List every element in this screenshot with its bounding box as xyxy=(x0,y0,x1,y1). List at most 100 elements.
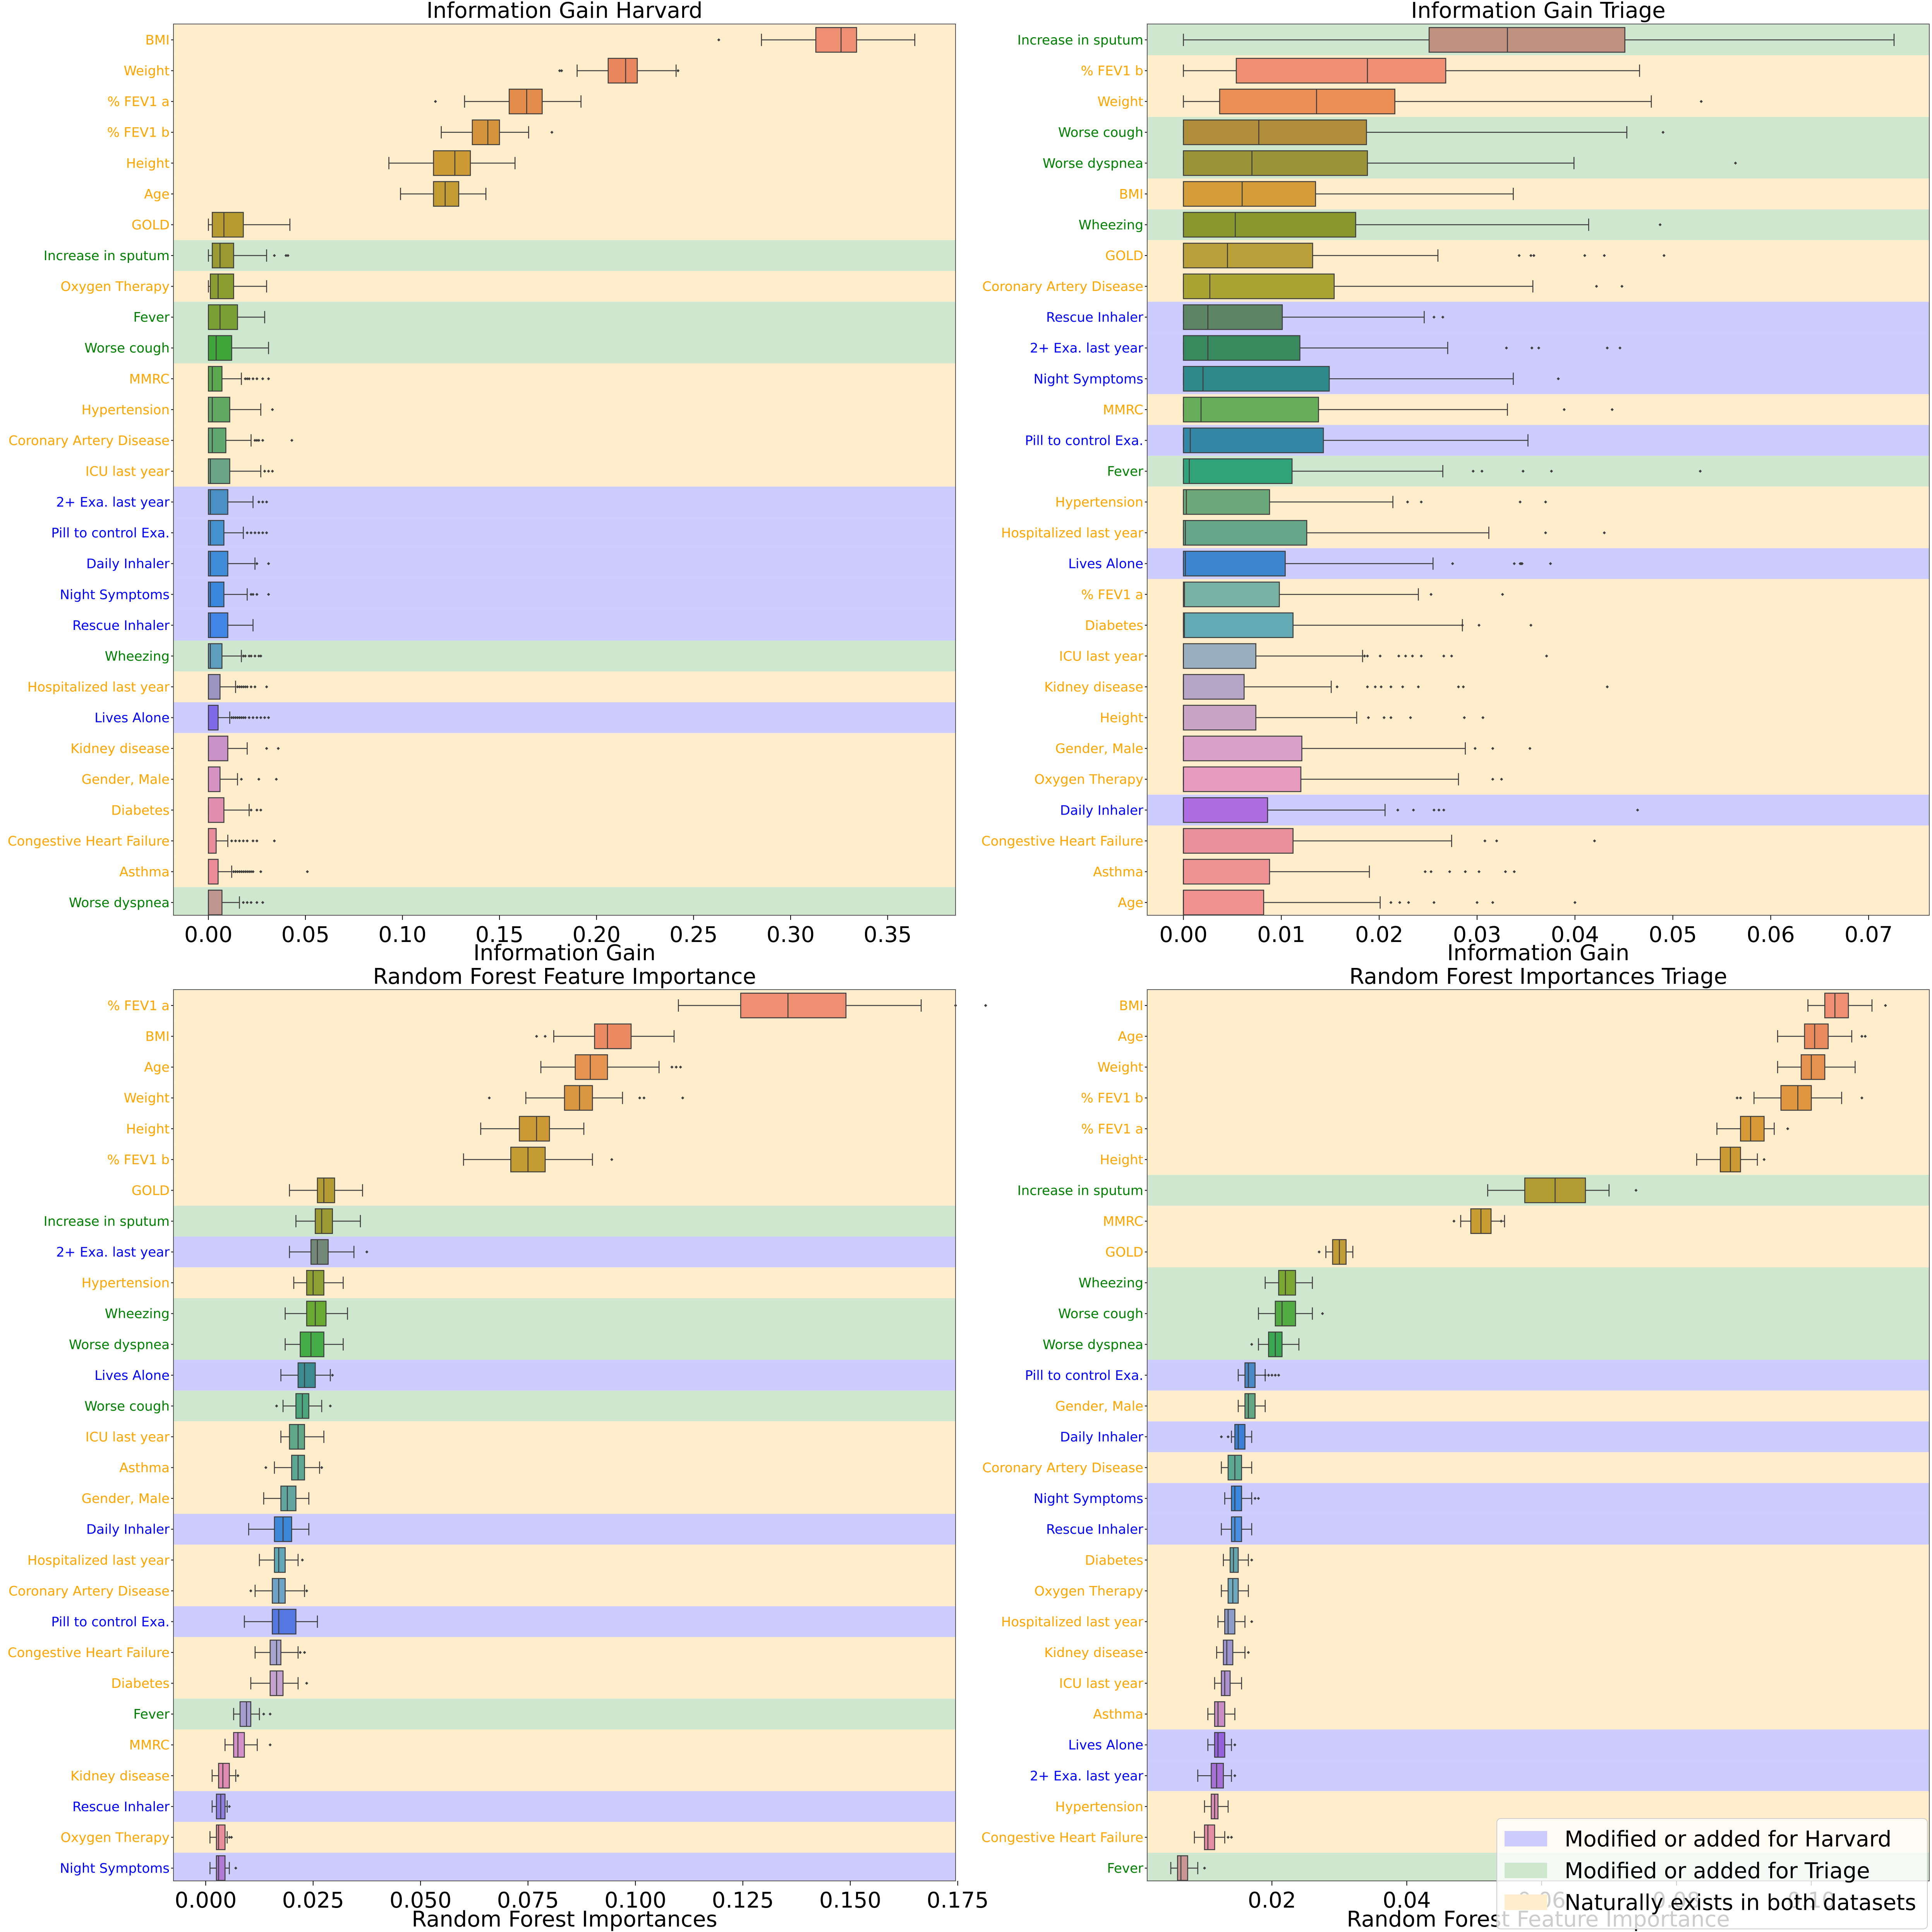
category-band xyxy=(173,794,956,826)
outlier-point xyxy=(558,69,561,72)
outlier-point xyxy=(240,870,243,873)
box xyxy=(1183,520,1307,546)
chart-panel-4: BMI Age Weight % FEV1 b % FEV1 a Height Increa… xyxy=(981,964,1930,1932)
box xyxy=(208,304,238,330)
outlier-point xyxy=(251,377,255,381)
box xyxy=(208,736,228,762)
outlier-point xyxy=(234,716,237,719)
box xyxy=(208,766,221,792)
category-band xyxy=(173,887,956,915)
outlier-point xyxy=(1226,1836,1230,1839)
x-tick-label: 0.04 xyxy=(1383,1888,1431,1913)
box-group xyxy=(209,1855,237,1881)
box-group xyxy=(248,1516,309,1542)
box-group xyxy=(208,643,263,669)
outlier-point xyxy=(1273,1373,1277,1377)
outlier-point xyxy=(1475,901,1479,904)
outlier-point xyxy=(247,870,251,873)
feature-label: 2+ Exa. last year xyxy=(1030,1768,1143,1784)
feature-label: Daily Inhaler xyxy=(86,1522,170,1537)
feature-label: Lives Alone xyxy=(94,710,170,726)
feature-label: Age xyxy=(1118,1029,1143,1045)
feature-label: Night Symptoms xyxy=(1033,371,1143,387)
outlier-point xyxy=(268,1743,272,1747)
outlier-point xyxy=(1442,654,1446,658)
box-group xyxy=(1183,797,1639,823)
outlier-point xyxy=(1450,654,1453,658)
box xyxy=(1214,1732,1225,1758)
outlier-point xyxy=(284,254,288,257)
category-band xyxy=(173,209,956,240)
category-band xyxy=(1147,1606,1929,1637)
outlier-point xyxy=(238,716,241,719)
feature-label: Night Symptoms xyxy=(60,587,170,602)
feature-label: % FEV1 b xyxy=(1081,63,1143,79)
feature-label: 2+ Exa. last year xyxy=(56,495,170,510)
x-axis-label: Information Gain xyxy=(474,940,656,966)
outlier-point xyxy=(1735,1096,1739,1100)
box-group xyxy=(1220,1424,1253,1450)
outlier-point xyxy=(1762,1158,1766,1161)
box xyxy=(1183,551,1286,577)
plot-frame xyxy=(1147,24,1930,916)
box-group xyxy=(1204,1793,1229,1819)
outlier-point xyxy=(261,531,264,535)
outlier-point xyxy=(1699,469,1702,473)
outlier-point xyxy=(1495,839,1498,842)
category-band xyxy=(173,55,956,86)
box-group xyxy=(1183,89,1703,115)
box xyxy=(1183,643,1256,669)
outlier-point xyxy=(286,254,290,257)
outlier-point xyxy=(1483,839,1487,842)
box-group xyxy=(1183,828,1596,854)
feature-label: BMI xyxy=(145,33,170,48)
x-tick-label: 0.075 xyxy=(497,1888,559,1913)
outlier-point xyxy=(1521,469,1525,473)
outlier-point xyxy=(1448,870,1452,873)
outlier-point xyxy=(1267,1373,1270,1377)
box-group xyxy=(280,1362,334,1388)
box xyxy=(1278,1270,1296,1296)
outlier-point xyxy=(1549,562,1552,565)
feature-label: Increase in sputum xyxy=(1017,1183,1143,1198)
outlier-point xyxy=(244,870,247,873)
feature-label: Kidney disease xyxy=(1044,1645,1143,1661)
category-band xyxy=(173,1699,956,1730)
feature-label: Weight xyxy=(1098,94,1143,110)
box xyxy=(208,427,226,453)
outlier-point xyxy=(240,716,243,719)
outlier-point xyxy=(1863,1035,1867,1038)
feature-label: Asthma xyxy=(1093,864,1143,880)
x-tick-label: 0.100 xyxy=(604,1888,666,1913)
feature-label: MMRC xyxy=(129,371,170,387)
outlier-point xyxy=(228,1805,231,1808)
outlier-point xyxy=(257,777,261,781)
outlier-point xyxy=(1432,808,1436,812)
box-group xyxy=(295,1208,361,1234)
outlier-point xyxy=(1477,623,1481,627)
x-tick-label: 0.050 xyxy=(389,1888,451,1913)
outlier-point xyxy=(1277,1373,1280,1377)
category-band xyxy=(1147,1575,1929,1606)
box xyxy=(1221,1670,1231,1696)
box xyxy=(1183,273,1335,299)
outlier-point xyxy=(1321,1312,1324,1315)
legend-box xyxy=(1496,1818,1928,1929)
outlier-point xyxy=(1595,285,1598,288)
box xyxy=(1234,1424,1246,1450)
box xyxy=(306,1301,327,1326)
box xyxy=(208,859,219,885)
outlier-point xyxy=(251,870,255,873)
legend-label: Naturally exists in both datasets xyxy=(1565,1890,1916,1915)
outlier-point xyxy=(1491,777,1494,781)
box-group xyxy=(280,1424,324,1450)
feature-label: Hypertension xyxy=(1055,1799,1143,1815)
outlier-point xyxy=(271,408,274,411)
outlier-point xyxy=(1620,285,1624,288)
feature-label: Fever xyxy=(1107,464,1143,479)
box-group xyxy=(1777,1054,1856,1080)
outlier-point xyxy=(267,593,270,596)
box xyxy=(1224,1609,1235,1635)
box xyxy=(208,366,223,392)
outlier-point xyxy=(253,685,257,688)
